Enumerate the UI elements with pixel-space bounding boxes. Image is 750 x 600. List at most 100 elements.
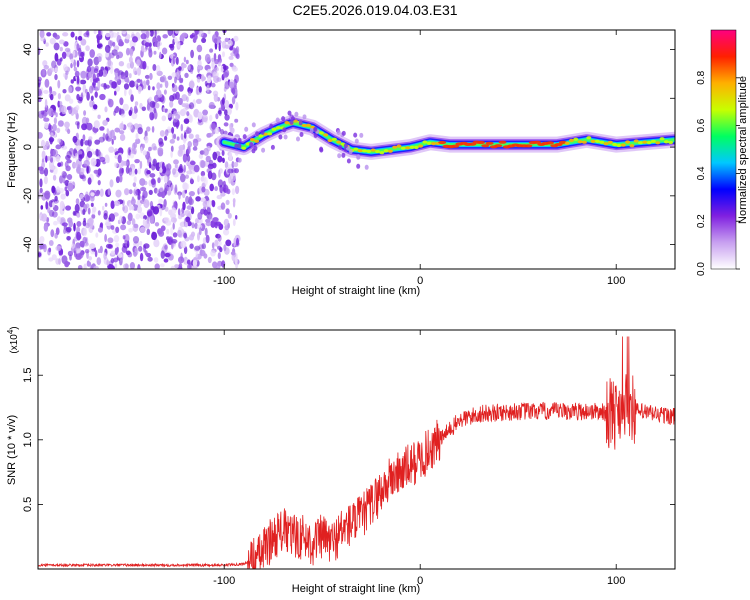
- heatmap-noise-cell: [201, 114, 208, 123]
- heatmap-noise-cell: [57, 162, 62, 167]
- heatmap-noise-cell: [184, 221, 188, 228]
- heatmap-noise-cell: [113, 235, 120, 243]
- heatmap-ridge-peak: [650, 139, 656, 143]
- heatmap-noise-cell: [183, 56, 187, 63]
- heatmap-noise-cell: [148, 189, 153, 195]
- heatmap-noise-cell: [146, 228, 151, 235]
- heatmap-noise-cell: [94, 68, 99, 74]
- heatmap-noise-cell: [194, 245, 201, 251]
- heatmap-noise-cell: [80, 38, 87, 46]
- heatmap-noise-cell: [195, 218, 199, 224]
- heatmap-noise-cell: [167, 237, 173, 245]
- heatmap-noise-cell: [197, 65, 203, 70]
- heatmap-noise-cell: [202, 237, 207, 245]
- heatmap-ridge-peak: [306, 123, 311, 127]
- heatmap-noise-cell: [135, 138, 141, 145]
- heatmap-noise-cell: [173, 159, 179, 165]
- heatmap-noise-cell: [156, 70, 163, 77]
- heatmap-noise-cell: [211, 60, 215, 70]
- heatmap-noise-cell: [174, 76, 177, 84]
- heatmap-noise-cell: [128, 228, 134, 233]
- heatmap-noise-cell: [55, 245, 62, 251]
- heatmap-noise-cell: [198, 86, 202, 93]
- heatmap-noise-cell: [235, 215, 238, 220]
- heatmap-noise-cell: [171, 207, 177, 214]
- snr-xticks: -100 0 100: [213, 330, 625, 587]
- heatmap-ridge-peak: [494, 144, 503, 148]
- heatmap-noise-cell: [139, 160, 143, 169]
- heatmap-noise-cell: [73, 59, 76, 68]
- heatmap-noise-cell: [60, 193, 66, 200]
- heatmap-ridge-scatter: [298, 120, 303, 126]
- heatmap-noise-cell: [203, 209, 208, 216]
- heatmap-noise-cell: [108, 213, 115, 222]
- heatmap-noise-cell: [105, 221, 112, 227]
- heatmap-noise-cell: [184, 72, 189, 78]
- heatmap-noise-cell: [164, 206, 169, 212]
- heatmap-noise-cell: [97, 227, 103, 233]
- heatmap-noise-cell: [59, 46, 63, 52]
- heatmap-noise-cell: [61, 222, 68, 227]
- heatmap-noise-cell: [185, 174, 189, 179]
- heatmap-noise-cell: [146, 65, 150, 70]
- heatmap-noise-cell: [42, 68, 46, 76]
- heatmap-noise-cell: [123, 243, 129, 249]
- heatmap-noise-cell: [90, 77, 93, 83]
- heatmap-noise-cell: [159, 186, 164, 193]
- heatmap-noise-cell: [133, 105, 138, 114]
- heatmap-noise-cell: [51, 254, 57, 261]
- heatmap-noise-cell: [134, 247, 139, 253]
- heatmap-noise-cell: [74, 70, 80, 78]
- heatmap-noise-cell: [209, 183, 214, 192]
- heatmap-noise-cell: [107, 188, 111, 196]
- heatmap-noise-cell: [186, 111, 190, 117]
- heatmap-noise-cell: [184, 102, 190, 110]
- heatmap-noise-cell: [135, 133, 139, 140]
- heatmap-noise-cell: [62, 32, 69, 37]
- heatmap-noise-cell: [77, 99, 83, 104]
- heatmap-noise-cell: [136, 78, 141, 83]
- heatmap-noise-cell: [178, 263, 183, 269]
- heatmap-noise-cell: [177, 229, 182, 238]
- heatmap-ridge-scatter: [237, 137, 242, 143]
- heatmap-noise-cell: [90, 196, 95, 202]
- colorbar-tick-label: 0.0: [696, 262, 707, 276]
- heatmap-noise-cell: [163, 89, 167, 95]
- heatmap-noise-cell: [211, 200, 216, 208]
- heatmap-noise-cell: [78, 47, 82, 57]
- heatmap-noise-cell: [114, 162, 118, 168]
- heatmap-noise-cell: [137, 127, 143, 135]
- heatmap-noise-cell: [140, 187, 147, 192]
- heatmap-noise-cell: [166, 109, 172, 118]
- heatmap-noise-cell: [114, 90, 117, 96]
- heatmap-noise-cell: [143, 243, 150, 249]
- heatmap-noise-cell: [94, 139, 101, 145]
- heatmap-noise-cell: [39, 30, 45, 39]
- heatmap-ridge-scatter: [251, 122, 256, 128]
- heatmap-noise-cell: [43, 176, 48, 185]
- heatmap-noise-cell: [197, 120, 204, 126]
- heatmap-noise-cell: [197, 175, 200, 183]
- heatmap-noise-cell: [80, 174, 86, 180]
- heatmap-noise-cell: [55, 227, 60, 235]
- snr-frame: [37, 329, 676, 570]
- heatmap-noise-cell: [49, 93, 54, 101]
- heatmap-noise-cell: [177, 208, 181, 216]
- heatmap-noise-cell: [149, 173, 156, 178]
- heatmap-noise-cell: [73, 162, 78, 168]
- heatmap-ridge-peak: [254, 139, 260, 143]
- heatmap-noise-cell: [191, 222, 195, 229]
- heatmap-noise-cell: [195, 134, 200, 139]
- x-tick-label: -100: [213, 575, 235, 587]
- heatmap-noise-cell: [90, 202, 94, 207]
- heatmap-noise-cell: [129, 171, 136, 177]
- heatmap-ridge-scatter: [302, 114, 307, 120]
- heatmap-noise-cell: [187, 221, 192, 227]
- heatmap-noise-cell: [58, 39, 65, 45]
- heatmap-noise-cell: [139, 178, 146, 186]
- heatmap-noise-cell: [213, 53, 217, 61]
- x-tick-label: 0: [417, 275, 423, 287]
- heatmap-noise-cell: [97, 168, 102, 176]
- heatmap-noise-cell: [115, 226, 120, 233]
- heatmap-noise-cell: [55, 154, 61, 162]
